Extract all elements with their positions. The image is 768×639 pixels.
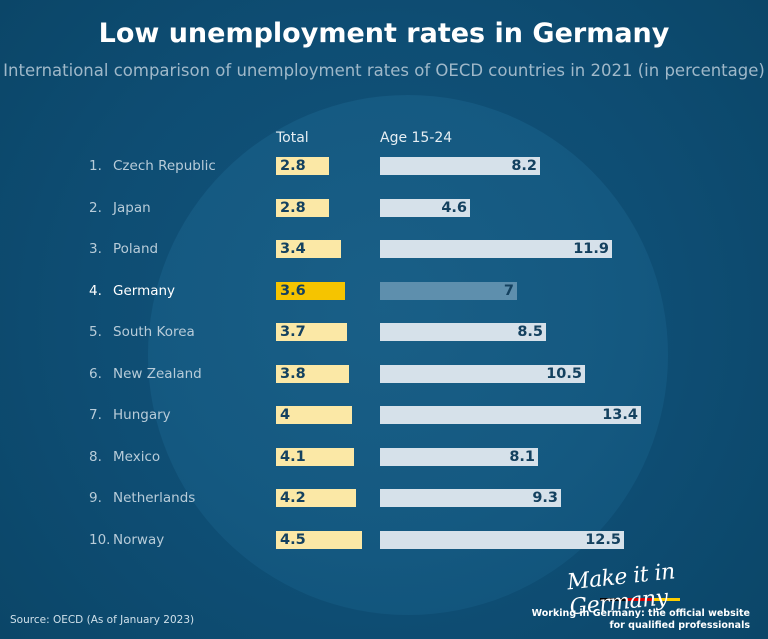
youth-bar: 8.2 xyxy=(380,157,540,175)
row-country: South Korea xyxy=(113,324,195,340)
total-bar: 4.5 xyxy=(276,531,362,549)
row-label: 1. Czech Republic xyxy=(89,158,216,174)
row-label: 7. Hungary xyxy=(89,407,171,423)
row-country: Norway xyxy=(113,532,165,548)
youth-bar: 4.6 xyxy=(380,199,470,217)
row-rank: 3. xyxy=(89,241,102,257)
row-country: Netherlands xyxy=(113,490,196,506)
youth-bar: 9.3 xyxy=(380,489,561,507)
total-bar: 3.6 xyxy=(276,282,345,300)
youth-bar: 10.5 xyxy=(380,365,585,383)
row-country: Germany xyxy=(113,283,176,299)
row-label: 9. Netherlands xyxy=(89,490,195,506)
row-label: 3. Poland xyxy=(89,241,158,257)
total-bar: 4.1 xyxy=(276,448,354,466)
youth-bar: 8.1 xyxy=(380,448,538,466)
youth-bar: 12.5 xyxy=(380,531,624,549)
row-rank: 4. xyxy=(89,283,102,299)
brand-tagline-line-2: for qualified professionals xyxy=(609,620,751,631)
row-rank: 6. xyxy=(89,366,102,382)
row-rank: 7. xyxy=(89,407,102,423)
total-bar: 4 xyxy=(276,406,352,424)
youth-bar: 7 xyxy=(380,282,517,300)
brand-tagline-line-1: Working in Germany: the official website xyxy=(531,608,750,619)
youth-bar: 13.4 xyxy=(380,406,641,424)
row-rank: 1. xyxy=(89,158,102,174)
row-label: 2. Japan xyxy=(89,200,151,216)
row-rank: 10. xyxy=(89,532,111,548)
row-country: New Zealand xyxy=(113,366,202,382)
row-label: 5. South Korea xyxy=(89,324,195,340)
row-country: Japan xyxy=(113,200,151,216)
total-bar: 2.8 xyxy=(276,199,329,217)
chart-subtitle: International comparison of unemployment… xyxy=(3,61,765,80)
row-rank: 2. xyxy=(89,200,102,216)
youth-bar: 8.5 xyxy=(380,323,546,341)
total-bar: 3.8 xyxy=(276,365,349,383)
globe-background xyxy=(148,95,668,615)
row-country: Czech Republic xyxy=(113,158,216,174)
row-rank: 9. xyxy=(89,490,102,506)
row-rank: 8. xyxy=(89,449,102,465)
row-country: Hungary xyxy=(113,407,171,423)
row-label: 10. Norway xyxy=(89,532,164,548)
column-header-age-15-24: Age 15-24 xyxy=(380,130,453,146)
row-country: Mexico xyxy=(113,449,161,465)
column-header-total: Total xyxy=(276,130,309,146)
row-label: 6. New Zealand xyxy=(89,366,202,382)
row-country: Poland xyxy=(113,241,159,257)
total-bar: 4.2 xyxy=(276,489,356,507)
chart-title: Low unemployment rates in Germany xyxy=(98,18,670,49)
row-label: 8. Mexico xyxy=(89,449,160,465)
youth-bar: 11.9 xyxy=(380,240,612,258)
total-bar: 3.7 xyxy=(276,323,347,341)
total-bar: 2.8 xyxy=(276,157,329,175)
total-bar: 3.4 xyxy=(276,240,341,258)
row-label: 4. Germany xyxy=(89,283,175,299)
flag-stripe-icon xyxy=(600,598,680,601)
row-rank: 5. xyxy=(89,324,102,340)
source-note: Source: OECD (As of January 2023) xyxy=(10,614,195,626)
